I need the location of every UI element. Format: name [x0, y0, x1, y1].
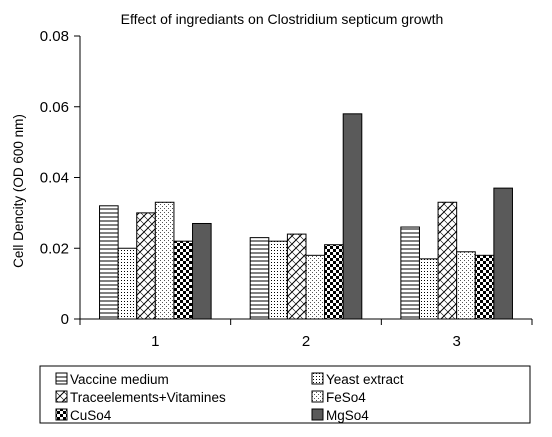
- legend-label: Vaccine medium: [70, 372, 169, 387]
- bars: [99, 113, 513, 320]
- bar: [286, 233, 307, 320]
- legend-label: Traceelements+Vitamines: [70, 390, 226, 405]
- bar: [400, 226, 420, 320]
- y-axis: 0 0.02 0.04 0.06 0.08: [40, 28, 81, 328]
- bar: [154, 201, 175, 320]
- bar: [324, 244, 344, 320]
- legend-frame: [39, 365, 531, 424]
- bar: [456, 251, 476, 320]
- legend-label: FeSo4: [326, 390, 366, 405]
- legend-swatch: [55, 408, 68, 421]
- y-tick-label: 0.02: [40, 240, 69, 257]
- bar: [99, 205, 119, 320]
- chart-title: Effect of ingrediants on Clostridium sep…: [121, 11, 444, 27]
- x-tick-label: 2: [302, 333, 310, 350]
- bar: [474, 254, 495, 320]
- legend-swatch: [55, 372, 68, 385]
- bar: [418, 258, 439, 320]
- bar: [342, 113, 363, 320]
- y-axis-label: Cell Dencity (OD 600 nm): [11, 114, 26, 268]
- bar: [493, 187, 513, 320]
- bar: [249, 237, 270, 320]
- legend: Vaccine medium Yeast extract Traceelements…: [39, 365, 531, 424]
- x-tick-label: 3: [452, 333, 460, 350]
- legend-swatch: [311, 372, 324, 385]
- bar: [136, 212, 156, 320]
- bar: [173, 240, 194, 320]
- legend-label: CuSo4: [70, 408, 112, 423]
- x-axis: 1 2 3: [79, 318, 533, 350]
- legend-label: MgSo4: [326, 408, 369, 423]
- y-tick-label: 0.04: [40, 170, 69, 187]
- bar: [268, 240, 288, 320]
- x-tick-label: 1: [151, 333, 159, 350]
- legend-label: Yeast extract: [326, 372, 404, 387]
- bar: [117, 247, 138, 320]
- y-tick-label: 0.06: [40, 99, 69, 116]
- legend-swatch: [55, 390, 68, 403]
- bar: [192, 222, 212, 320]
- legend-swatch: [311, 390, 324, 403]
- bar: [305, 254, 326, 320]
- bar: [437, 201, 458, 320]
- y-tick-label: 0: [61, 311, 69, 328]
- y-tick-label: 0.08: [40, 28, 69, 45]
- legend-swatch: [311, 408, 324, 421]
